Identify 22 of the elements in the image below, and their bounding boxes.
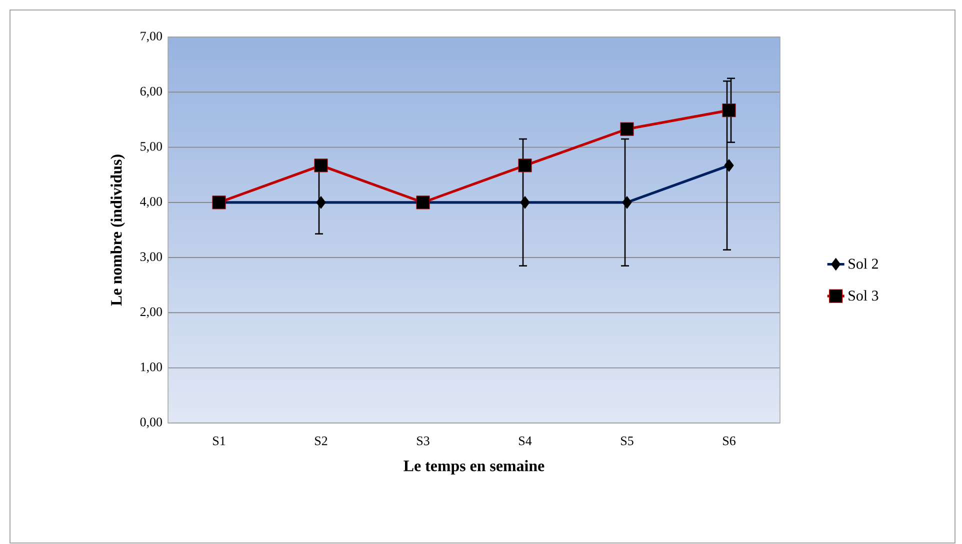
point [620,122,634,136]
y-tick-label: 2,00 [140,307,162,318]
x-tick-label: S4 [519,436,532,446]
point [518,158,532,172]
legend-label: Sol 2 [848,258,878,269]
y-axis-title: Le nombre (individus) [110,154,125,306]
point [722,104,736,118]
y-tick-label: 5,00 [140,142,162,153]
x-axis-title: Le temps en semaine [404,460,544,474]
x-tick-label: S5 [621,436,634,446]
y-tick-label: 3,00 [140,252,162,263]
x-tick-label: S1 [213,436,226,446]
y-tick-label: 0,00 [140,418,162,428]
point [314,158,328,172]
y-tick-label: 6,00 [140,86,162,98]
x-tick-label: S6 [723,436,736,446]
y-tick-label: 7,00 [140,32,162,42]
x-tick-label: S2 [315,436,328,446]
legend-label: Sol 3 [848,290,878,301]
x-tick-label: S3 [417,436,430,446]
y-tick-label: 1,00 [140,362,162,374]
y-tick-label: 4,00 [140,197,162,208]
